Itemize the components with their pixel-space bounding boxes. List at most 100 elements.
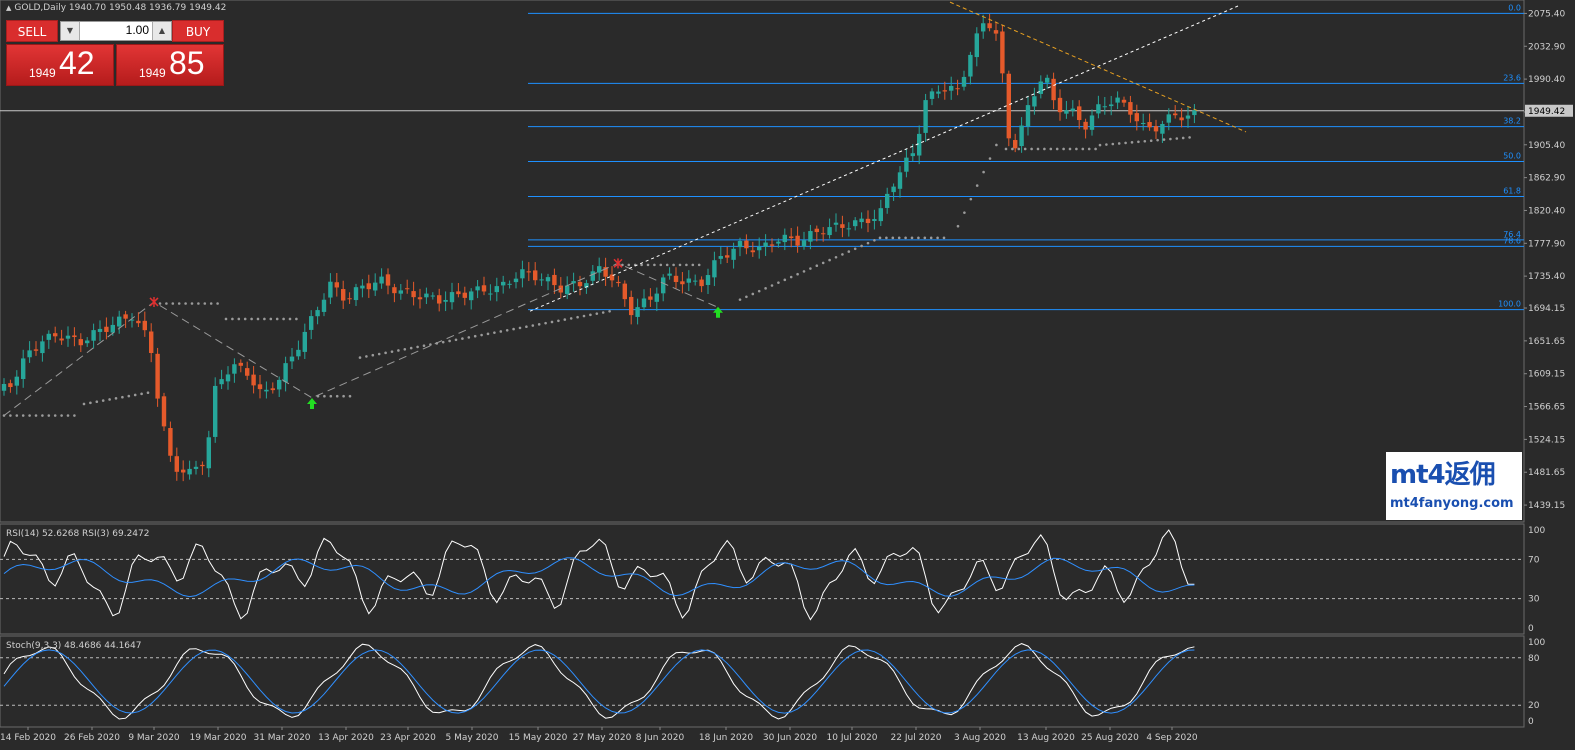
sar-dot [847, 250, 851, 253]
sar-dot [525, 325, 528, 329]
sar-dot [910, 236, 914, 240]
sar-dot [595, 312, 599, 315]
bear-candle [699, 279, 704, 287]
rsi-panel [0, 523, 1525, 635]
bull-candle [705, 275, 711, 285]
price-axis-label: 1694.15 [1528, 304, 1565, 314]
bear-candle [8, 383, 13, 388]
sar-dot [601, 311, 605, 314]
bear-candle [1013, 140, 1018, 149]
sar-dot [21, 414, 25, 417]
date-axis-label: 15 May 2020 [509, 733, 568, 743]
bull-candle [885, 193, 890, 208]
lot-size-value[interactable]: 1.00 [125, 23, 149, 37]
current-price-tag [1525, 104, 1573, 117]
sar-dot [751, 292, 755, 296]
bull-candle [289, 356, 295, 362]
sar-dot [177, 302, 181, 305]
date-axis-label: 13 Aug 2020 [1017, 733, 1075, 743]
sar-dot [269, 317, 273, 321]
sar-dot [757, 289, 761, 293]
bull-candle [1032, 96, 1037, 107]
sar-dot [467, 336, 471, 339]
watermark-logo: mt4返佣 mt4fanyong.com [1386, 452, 1522, 520]
bear-candle [385, 274, 391, 286]
sar-dot [640, 263, 643, 267]
bear-candle [533, 270, 538, 281]
bull-candle [693, 280, 698, 282]
sar-dot [397, 349, 400, 352]
sar-dot [563, 318, 567, 321]
bull-candle [782, 234, 787, 243]
bull-candle [328, 281, 333, 298]
bull-candle [232, 364, 237, 374]
bull-candle [718, 256, 723, 259]
price-axis-label: 1481.65 [1528, 468, 1565, 478]
bear-candle [821, 233, 826, 235]
bull-candle [46, 333, 51, 340]
sar-dot [231, 317, 234, 321]
date-axis-label: 14 Feb 2020 [0, 733, 56, 743]
sar-dot [365, 355, 368, 358]
bear-candle [417, 297, 423, 300]
sar-dot [1004, 147, 1008, 151]
sar-dot [197, 302, 200, 305]
bear-candle [136, 320, 141, 324]
sar-dot [956, 224, 960, 228]
sar-dot [203, 302, 207, 305]
bear-candle [1173, 113, 1178, 116]
bear-candle [616, 281, 621, 284]
rsi-axis-label: 30 [1528, 595, 1540, 605]
rsi-slow-line [3, 557, 1195, 598]
bid-price-button[interactable]: 1949 42 [6, 44, 114, 86]
bear-candle [680, 281, 685, 285]
sar-dot [627, 263, 631, 267]
lot-size-field[interactable]: ▼ 1.00 ▲ [60, 21, 172, 41]
lot-increase-icon[interactable]: ▲ [152, 22, 171, 40]
sell-button[interactable]: SELL [6, 20, 58, 42]
bull-candle [40, 341, 45, 354]
bear-candle [334, 282, 339, 288]
lot-decrease-icon[interactable]: ▼ [61, 22, 80, 40]
buy-button[interactable]: BUY [172, 20, 224, 42]
bull-candle [1045, 77, 1050, 83]
bear-candle [1147, 122, 1152, 128]
sar-dot [448, 339, 451, 343]
bull-candle [737, 241, 743, 248]
bear-candle [1083, 121, 1088, 130]
bull-candle [949, 85, 954, 91]
fib-level-label: 78.6 [1503, 236, 1521, 245]
bear-candle [181, 469, 186, 473]
bear-candle [238, 362, 243, 366]
sar-dot [873, 238, 876, 242]
sar-dot [988, 157, 992, 160]
sar-dot [224, 317, 228, 321]
sar-dot [1023, 147, 1027, 151]
collapse-triangle-icon[interactable]: ▲ [6, 4, 12, 12]
sar-dot [454, 338, 458, 342]
sar-dot [95, 400, 99, 404]
bear-candle [59, 338, 64, 341]
bull-candle [897, 172, 903, 189]
bear-candle [603, 267, 608, 277]
date-axis-label: 5 May 2020 [446, 733, 499, 743]
sar-dot [995, 143, 998, 147]
bear-candle [462, 292, 467, 298]
bull-candle [65, 335, 71, 339]
uptrend-line [529, 5, 1239, 312]
sar-dot [121, 395, 124, 399]
bear-candle [750, 250, 755, 253]
sar-dot [1162, 138, 1166, 141]
zigzag-line [3, 262, 719, 416]
bull-candle [91, 330, 96, 341]
bull-candle [917, 133, 922, 156]
sar-dot [544, 321, 547, 325]
ask-price-button[interactable]: 1949 85 [116, 44, 224, 86]
sar-dot [282, 317, 285, 321]
sar-dot [158, 302, 162, 305]
bull-candle [1038, 81, 1043, 94]
sar-dot [853, 247, 857, 251]
sar-dot [917, 236, 920, 240]
bull-candle [475, 286, 480, 291]
